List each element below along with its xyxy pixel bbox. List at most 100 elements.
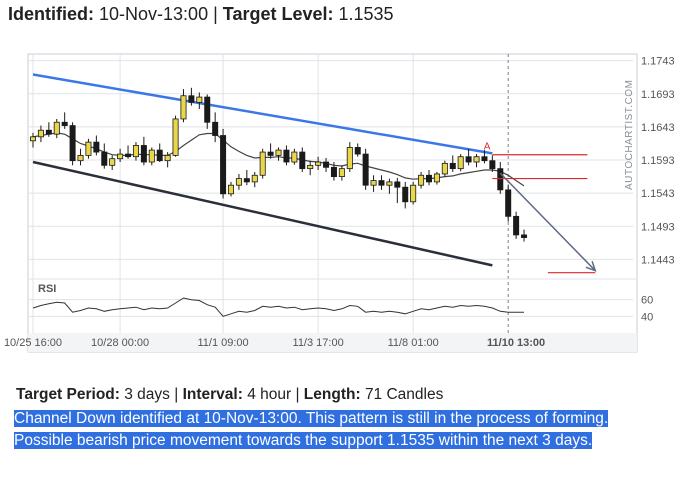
forecast-arrow-line [499, 172, 596, 272]
identified-label: Identified: [8, 4, 94, 24]
candle-body [346, 147, 353, 170]
candle-body [172, 118, 179, 156]
candle-body [354, 147, 361, 155]
candle-body [307, 164, 314, 170]
candle-body [315, 161, 322, 166]
pattern-description: Channel Down identified at 10-Nov-13:00.… [14, 408, 664, 452]
watermark-text: AUTOCHARTIST.COM [624, 80, 635, 190]
length-label: Length: [303, 386, 361, 403]
candle-body [77, 154, 84, 162]
candle-body [338, 168, 345, 177]
candle-body [418, 174, 425, 186]
candle-body [61, 121, 68, 126]
candle-body [449, 162, 456, 170]
candle-body [386, 181, 393, 186]
info-separator: | [174, 386, 183, 403]
candle-body [323, 161, 330, 168]
candle-body [394, 181, 401, 188]
candle-body [283, 149, 290, 163]
candle-body [465, 156, 472, 163]
candle-body [101, 151, 108, 166]
candle-body [505, 189, 512, 217]
candle-body [235, 178, 242, 186]
candle-body [299, 151, 306, 170]
candle-body [243, 178, 250, 183]
candle-body [45, 129, 52, 135]
header-separator: | [213, 4, 223, 24]
candle-body [53, 121, 60, 135]
x-tick-label: 11/8 01:00 [388, 337, 439, 349]
candle-body [378, 180, 385, 186]
rsi-tick-label: 40 [641, 311, 653, 323]
candle-body [227, 184, 234, 195]
info-separator: | [295, 386, 304, 403]
candle-body [69, 125, 76, 162]
candle-body [441, 162, 448, 175]
candle-body [180, 95, 187, 120]
price-tick-label: 1.1443 [641, 254, 675, 266]
price-chart: 1.1743 1.1693 1.1643 1.1593 1.1543 1.1493 1.14… [4, 53, 675, 353]
candle-body [521, 234, 528, 238]
candle-body [93, 141, 100, 153]
x-tick-label: 10/28 00:00 [91, 337, 149, 349]
candle-body [330, 166, 337, 177]
candle-body [109, 158, 116, 166]
candle-body [481, 156, 488, 162]
candle-body [117, 153, 124, 160]
candle-body [220, 135, 227, 195]
target-level-value: 1.1535 [338, 4, 394, 24]
candle-body [259, 151, 266, 176]
rsi-label: RSI [38, 283, 56, 295]
candle-body [125, 153, 132, 158]
plot-area [27, 53, 638, 353]
price-tick-label: 1.1693 [641, 89, 675, 101]
candle-body [425, 174, 432, 183]
candle-body [188, 95, 195, 103]
candle-body [489, 160, 496, 170]
pattern-point-label: A [484, 142, 491, 153]
candle-body [267, 151, 274, 156]
candle-body [291, 151, 298, 163]
period-label: Target Period: [16, 386, 120, 403]
identified-value: 10-Nov-13:00 [99, 4, 209, 24]
description-line-2: Possible bearish price movement towards … [14, 432, 593, 449]
x-tick-label: 11/1 09:00 [197, 337, 248, 349]
target-level-label: Target Level: [222, 4, 334, 24]
candle-body [132, 145, 139, 158]
candle-body [140, 145, 147, 163]
candle-body [212, 121, 219, 136]
candle-body [473, 156, 480, 163]
price-tick-label: 1.1493 [641, 221, 675, 233]
period-value: 3 days [124, 386, 170, 403]
x-tick-label: 11/10 13:00 [487, 337, 545, 349]
candle-body [196, 96, 203, 103]
candle-body [370, 180, 377, 186]
pattern-header: Identified: 10-Nov-13:00 | Target Level:… [8, 4, 394, 25]
support-line [32, 160, 493, 267]
candle-body [513, 215, 520, 236]
interval-value: 4 hour [247, 386, 292, 403]
forecast-arrow-head [585, 260, 597, 272]
candle-body [29, 136, 36, 142]
candle-body [37, 129, 44, 138]
candle-body [164, 154, 171, 162]
rsi-line [32, 297, 524, 317]
candle-body [275, 149, 282, 156]
candle-body [362, 153, 369, 186]
rsi-tick-label: 60 [641, 295, 653, 307]
candle-body [204, 96, 211, 123]
candle-body [457, 156, 464, 170]
x-axis-band [28, 333, 637, 352]
candle-body [251, 174, 258, 183]
candle-body [156, 149, 163, 162]
resistance-line [32, 73, 493, 155]
price-tick-label: 1.1743 [641, 56, 675, 68]
chart-container: 1.1743 1.1693 1.1643 1.1593 1.1543 1.1493 1.14… [0, 36, 692, 356]
pattern-info: Target Period: 3 days | Interval: 4 hour… [16, 386, 443, 404]
candle-body [85, 141, 92, 156]
candle-body [402, 186, 409, 203]
price-tick-label: 1.1643 [641, 122, 675, 134]
candle-body [410, 184, 417, 203]
price-tick-label: 1.1543 [641, 188, 675, 200]
candle-body [497, 168, 504, 191]
